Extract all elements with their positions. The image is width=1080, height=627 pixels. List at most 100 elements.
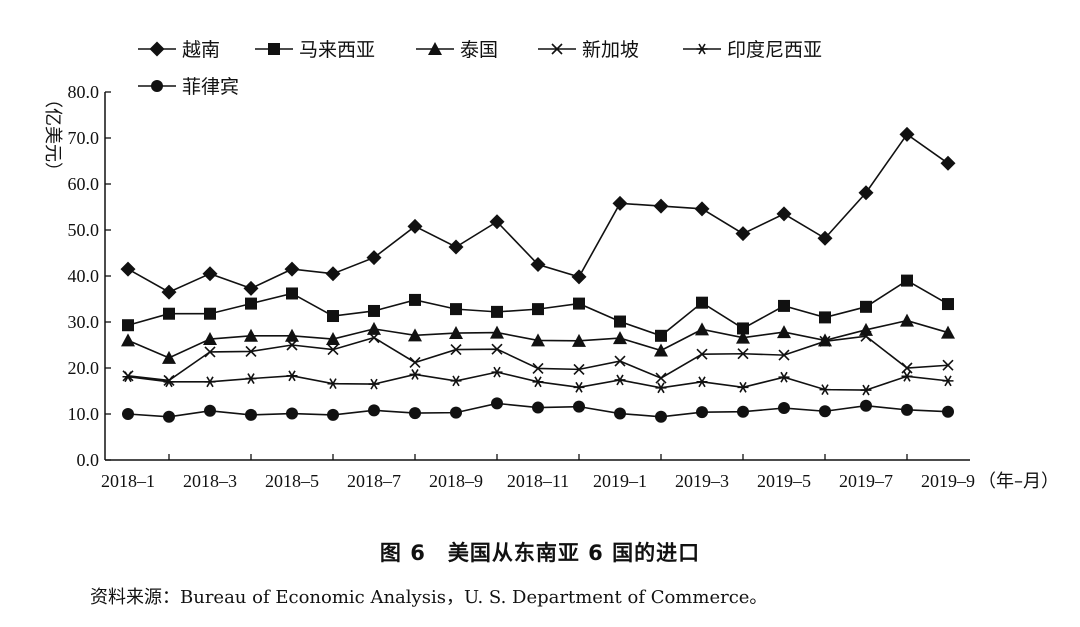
y-tick-label: 10.0 xyxy=(68,404,100,424)
data-point xyxy=(449,326,463,340)
data-point xyxy=(901,274,913,287)
legend-label: 泰国 xyxy=(460,39,498,61)
data-point xyxy=(696,376,708,388)
legend-marker xyxy=(149,41,165,57)
data-point xyxy=(737,322,749,335)
legend-label: 菲律宾 xyxy=(182,76,239,98)
data-point xyxy=(530,257,546,272)
data-point xyxy=(573,381,585,393)
data-point xyxy=(819,405,831,418)
data-point xyxy=(572,333,586,347)
data-point xyxy=(327,408,339,421)
data-point xyxy=(450,375,462,387)
y-tick-label: 30.0 xyxy=(68,312,100,332)
data-point xyxy=(737,405,749,418)
data-point xyxy=(901,362,913,374)
data-point xyxy=(368,304,380,317)
data-point xyxy=(367,321,381,335)
data-point xyxy=(942,375,954,387)
x-tick-label: 2019–3 xyxy=(675,471,729,491)
data-point xyxy=(736,330,750,344)
data-point xyxy=(121,333,135,347)
y-tick-label: 0.0 xyxy=(77,450,100,470)
data-point xyxy=(161,284,177,300)
data-point xyxy=(532,362,544,375)
data-point xyxy=(450,406,462,419)
y-tick-label: 20.0 xyxy=(68,358,100,378)
data-point xyxy=(409,407,421,420)
data-point xyxy=(491,305,503,318)
data-point xyxy=(122,319,134,332)
data-point xyxy=(778,299,790,312)
data-point xyxy=(325,266,341,282)
legend-item: 马来西亚 xyxy=(255,39,375,61)
data-point xyxy=(737,381,749,393)
data-point xyxy=(778,371,790,383)
data-point xyxy=(326,332,340,346)
data-point xyxy=(285,328,299,342)
data-point xyxy=(655,372,667,384)
x-tick-label: 2019–1 xyxy=(593,471,647,491)
data-point xyxy=(737,348,749,360)
data-point xyxy=(571,269,587,285)
data-point xyxy=(901,370,913,382)
data-point xyxy=(860,330,872,342)
data-point xyxy=(327,344,339,356)
data-point xyxy=(532,303,544,316)
data-point xyxy=(407,218,423,234)
y-tick-label: 60.0 xyxy=(68,174,100,194)
data-point xyxy=(860,384,872,396)
legend-marker xyxy=(696,43,708,55)
data-point xyxy=(122,408,134,420)
legend-label: 越南 xyxy=(182,39,220,61)
data-point xyxy=(655,382,667,394)
data-point xyxy=(655,410,667,423)
data-point xyxy=(286,339,298,351)
y-tick-label: 70.0 xyxy=(68,128,100,148)
data-point xyxy=(244,328,258,342)
data-point xyxy=(491,397,503,410)
data-point xyxy=(409,369,421,380)
data-point xyxy=(696,406,708,419)
data-point xyxy=(614,315,626,328)
legend-label: 马来西亚 xyxy=(299,39,375,61)
data-point xyxy=(858,185,874,201)
data-point xyxy=(490,325,504,339)
x-tick-label: 2018–1 xyxy=(101,471,155,491)
x-tick-label: 2018–9 xyxy=(429,471,483,491)
data-point xyxy=(204,376,216,388)
data-point xyxy=(286,287,298,300)
data-point xyxy=(491,343,503,355)
data-point xyxy=(245,345,257,358)
data-point xyxy=(695,322,709,336)
data-point xyxy=(327,378,339,390)
x-tick-label: 2018–11 xyxy=(507,471,569,491)
axes xyxy=(104,91,970,461)
legend-item: 泰国 xyxy=(416,39,498,61)
data-point xyxy=(243,280,259,296)
y-tick-label: 50.0 xyxy=(68,220,100,240)
data-point xyxy=(368,378,380,390)
y-axis-unit-text: （亿美元） xyxy=(42,90,63,180)
data-point xyxy=(284,261,300,277)
data-point xyxy=(819,384,831,396)
data-point xyxy=(163,376,175,388)
legend-label: 新加坡 xyxy=(582,39,639,61)
data-point xyxy=(204,346,216,358)
series-x xyxy=(122,330,954,386)
data-point xyxy=(162,350,176,364)
data-point xyxy=(655,329,667,342)
data-point xyxy=(653,198,669,214)
data-point xyxy=(860,399,872,412)
x-tick-label: 2019–9 xyxy=(921,471,975,491)
legend-marker xyxy=(551,43,563,55)
data-point xyxy=(366,250,382,266)
data-point xyxy=(408,328,422,342)
data-point xyxy=(531,333,545,347)
data-point xyxy=(204,404,216,417)
data-point xyxy=(694,201,710,217)
data-point xyxy=(327,310,339,323)
data-point xyxy=(122,371,134,383)
x-tick-label: 2019–5 xyxy=(757,471,811,491)
